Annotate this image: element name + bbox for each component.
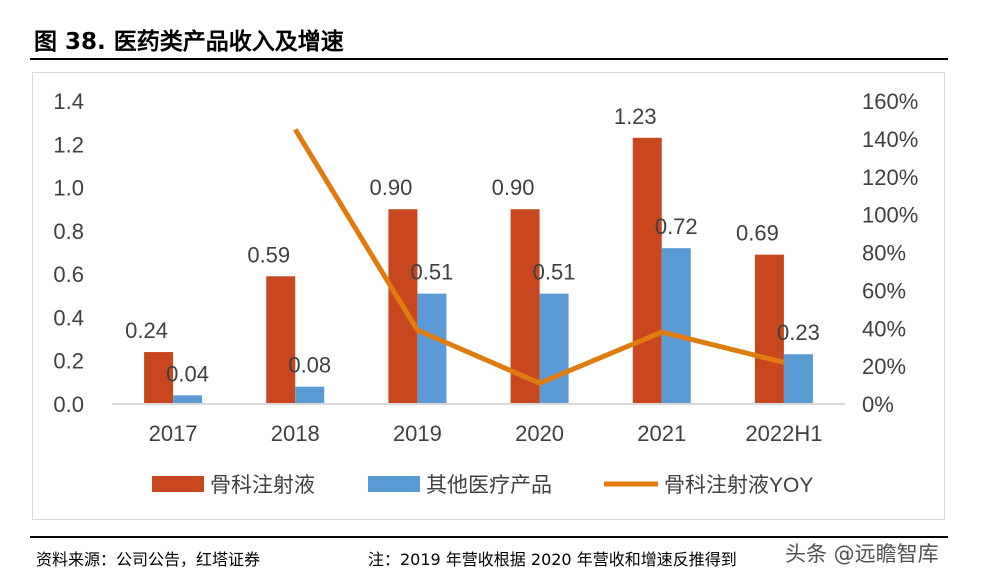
right-tick-label: 120% — [862, 165, 918, 190]
data-label: 0.72 — [655, 214, 698, 239]
right-tick-label: 60% — [862, 278, 906, 303]
legend-label: 骨科注射液YOY — [664, 474, 813, 497]
left-tick-label: 1.2 — [53, 132, 84, 157]
legend-swatch-series1 — [152, 476, 204, 492]
x-tick-label: 2021 — [637, 421, 686, 446]
bar-2017-series1 — [144, 352, 174, 404]
bar-2018-series1 — [266, 276, 296, 404]
left-tick-label: 0.4 — [53, 305, 84, 330]
right-tick-label: 0% — [862, 392, 894, 417]
data-label: 0.90 — [370, 175, 413, 200]
left-tick-label: 1.4 — [53, 89, 84, 114]
figure-title: 图 38. 医药类产品收入及增速 — [34, 29, 344, 55]
data-label: 0.51 — [533, 260, 576, 285]
data-label: 0.08 — [288, 353, 331, 378]
left-tick-label: 0.2 — [53, 349, 84, 374]
legend-label: 骨科注射液 — [210, 474, 315, 497]
bar-2021-series2 — [661, 248, 691, 404]
legend-label: 其他医疗产品 — [426, 474, 552, 497]
right-tick-label: 140% — [862, 127, 918, 152]
legend-swatch-series2 — [368, 476, 420, 492]
data-label: 0.23 — [777, 320, 820, 345]
left-tick-label: 0.0 — [53, 392, 84, 417]
right-tick-label: 80% — [862, 241, 906, 266]
right-tick-label: 100% — [862, 203, 918, 228]
bar-2022H1-series2 — [783, 354, 813, 404]
data-label: 0.69 — [736, 221, 779, 246]
x-tick-label: 2019 — [393, 421, 442, 446]
left-tick-label: 1.0 — [53, 176, 84, 201]
x-tick-label: 2020 — [515, 421, 564, 446]
title-rule — [30, 58, 948, 60]
footer-rule — [30, 536, 948, 538]
bar-2017-series2 — [173, 395, 203, 404]
bar-2022H1-series1 — [754, 254, 784, 404]
right-tick-label: 40% — [862, 316, 906, 341]
note-text: 注：2019 年营收根据 2020 年营收和增速反推得到 — [368, 550, 737, 569]
source-text: 资料来源：公司公告，红塔证券 — [36, 550, 261, 569]
x-tick-label: 2022H1 — [745, 421, 822, 446]
right-tick-label: 20% — [862, 354, 906, 379]
bar-2018-series2 — [295, 386, 325, 404]
data-label: 0.59 — [247, 242, 290, 267]
data-label: 1.23 — [614, 104, 657, 129]
data-label: 0.24 — [125, 318, 168, 343]
data-label: 0.04 — [166, 361, 209, 386]
bar-2020-series2 — [539, 293, 569, 404]
bar-2021-series1 — [632, 137, 662, 405]
data-label: 0.90 — [492, 175, 535, 200]
bar-2019-series2 — [417, 293, 447, 404]
data-label: 0.51 — [411, 260, 454, 285]
watermark: 头条 @远瞻智库 — [785, 542, 939, 566]
left-tick-label: 0.6 — [53, 262, 84, 287]
chart-frame — [32, 72, 945, 520]
left-tick-label: 0.8 — [53, 219, 84, 244]
x-tick-label: 2018 — [271, 421, 320, 446]
right-tick-label: 160% — [862, 89, 918, 114]
x-tick-label: 2017 — [149, 421, 198, 446]
